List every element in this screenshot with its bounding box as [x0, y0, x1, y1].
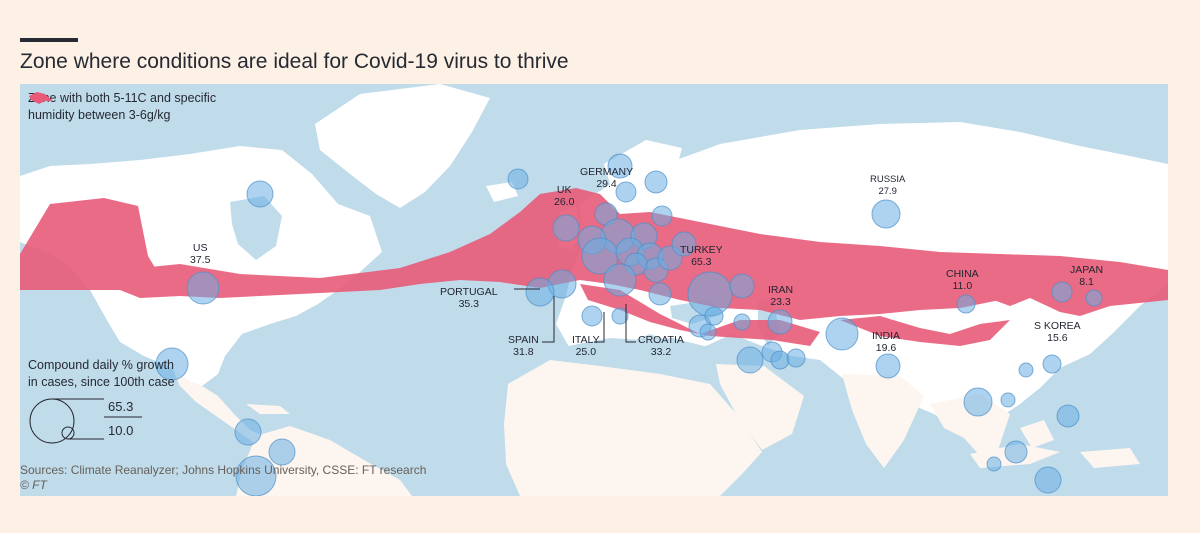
bubble-taiwan: [1042, 354, 1062, 374]
bubble-algeria: [581, 305, 603, 327]
zone-legend-text: Zone with both 5-11C and specific humidi…: [28, 90, 216, 124]
label-uk: UK 26.0: [554, 184, 575, 208]
sources-note: Sources: Climate Reanalyzer; Johns Hopki…: [20, 463, 427, 477]
label-japan: JAPAN 8.1: [1070, 264, 1104, 288]
bubble-malaysia: [1004, 440, 1028, 464]
bubble-china: [956, 294, 976, 314]
bubble-caribbean: [268, 438, 296, 466]
iceland: [486, 182, 518, 202]
bubble-size-legend: Compound daily % growth in cases, since …: [28, 357, 175, 444]
bubble-hongkong: [1018, 362, 1034, 378]
bubble-mexico: [155, 347, 189, 381]
label-india: INDIA 19.6: [872, 330, 901, 354]
bubble-iraq: [733, 313, 751, 331]
arabian-peninsula: [716, 364, 804, 450]
cuba: [246, 404, 290, 414]
copyright-note: © FT: [20, 478, 47, 492]
label-turkey: TURKEY 65.3: [680, 244, 723, 268]
bubble-italy: [603, 263, 637, 297]
label-us: US 37.5: [190, 242, 211, 266]
bubble-iran: [767, 309, 793, 335]
label-russia: RUSSIA 27.9: [870, 174, 906, 197]
bubble-legend-min: 10.0: [108, 423, 134, 438]
label-iran: IRAN 23.3: [768, 284, 794, 308]
bubble-singapore: [986, 456, 1002, 472]
mediterranean-sea: [568, 338, 724, 366]
bubble-qatar: [770, 350, 790, 370]
leader-lines: [514, 288, 636, 343]
bubble-japan: [1085, 289, 1103, 307]
zone-legend-line1: Zone with both 5-11C and specific: [28, 91, 217, 105]
bubble-pakistan: [825, 317, 859, 351]
title-rule: [20, 38, 78, 42]
label-spain: SPAIN 31.8: [508, 334, 539, 358]
bubble-india: [875, 353, 901, 379]
label-portugal: PORTUGAL 35.3: [440, 286, 498, 310]
bubble-indonesia: [1034, 466, 1062, 494]
zone-legend-line2: humidity between 3-6g/kg: [28, 108, 171, 122]
bubble-philippines: [1056, 404, 1080, 428]
bubble-legend-title1: Compound daily % growth: [28, 358, 174, 372]
bubble-russia: [871, 199, 901, 229]
bubble-lebanon: [704, 306, 724, 326]
greenland: [315, 84, 490, 208]
label-china: CHINA 11.0: [946, 268, 979, 292]
bubble-baltic: [651, 205, 673, 227]
growth-bubbles: [155, 153, 1103, 496]
zone-legend: Zone with both 5-11C and specific humidi…: [28, 90, 216, 124]
bubble-sweden: [615, 181, 637, 203]
bubble-oman: [786, 348, 806, 368]
label-germany: GERMANY 29.4: [580, 166, 634, 190]
bubble-size-key: [29, 398, 142, 444]
bubble-cuba: [234, 418, 262, 446]
label-s-korea: S KOREA 15.6: [1034, 320, 1081, 344]
bubble-colombia: [235, 455, 277, 496]
bubble-uk: [552, 214, 580, 242]
bubble-canada: [246, 180, 274, 208]
world-map: Zone with both 5-11C and specific humidi…: [20, 84, 1168, 496]
bubble-norway: [607, 153, 633, 179]
indian-subcontinent: [842, 374, 924, 468]
bubble-us: [186, 271, 220, 305]
bubble-korea: [1051, 281, 1073, 303]
bubble-tunisia: [611, 307, 629, 325]
label-croatia: CROATIA 33.2: [638, 334, 684, 358]
hudson-bay: [230, 196, 282, 260]
bubble-legend-max: 65.3: [108, 399, 134, 414]
bubble-greece: [648, 282, 672, 306]
bubble-thailand: [963, 387, 993, 417]
bubble-portugal: [525, 277, 555, 307]
label-italy: ITALY 25.0: [572, 334, 600, 358]
chart-title: Zone where conditions are ideal for Covi…: [20, 50, 569, 73]
new-guinea: [1080, 448, 1140, 468]
bubble-ukraine: [671, 231, 697, 257]
bubble-vietnam: [1000, 392, 1016, 408]
zone-swatch-icon: [29, 92, 53, 104]
bubble-georgia: [729, 273, 755, 299]
bubble-iceland: [507, 168, 529, 190]
bubble-finland: [644, 170, 668, 194]
africa: [504, 360, 762, 496]
bubble-saudi: [736, 346, 764, 374]
bubble-israel: [699, 323, 717, 341]
bubble-legend-title2: in cases, since 100th case: [28, 375, 175, 389]
borneo: [1020, 420, 1054, 448]
map-canvas: [20, 84, 1168, 496]
